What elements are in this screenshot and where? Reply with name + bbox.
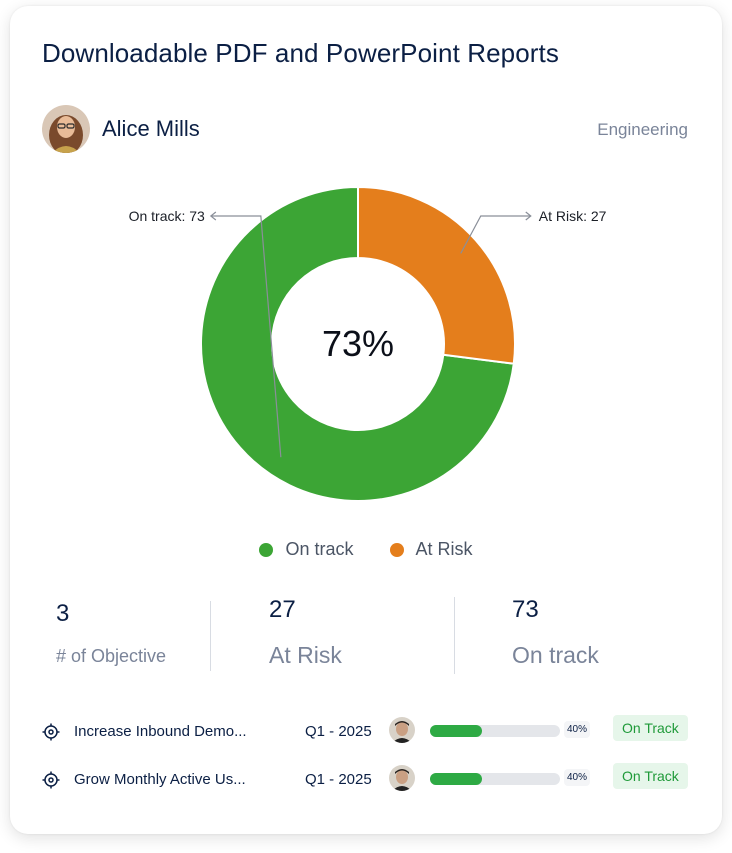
legend-item-on-track[interactable]: On track (259, 539, 354, 560)
stat-on-track: 73 On track (512, 596, 599, 669)
progress-bar (430, 725, 560, 737)
owner-avatar[interactable] (389, 717, 415, 743)
objective-quarter: Q1 - 2025 (305, 771, 372, 788)
owner-avatar[interactable] (389, 765, 415, 791)
donut-chart: 73% On track: 73 At Risk: 27 (129, 185, 607, 502)
target-icon (42, 771, 60, 789)
progress-fill (430, 773, 482, 785)
slice-at-risk[interactable] (357, 185, 516, 365)
center-percentage: 73% (322, 323, 394, 364)
progress-bar (430, 773, 560, 785)
legend-item-at-risk[interactable]: At Risk (389, 539, 473, 560)
callout-label: At Risk: 27 (539, 208, 607, 224)
avatar[interactable] (42, 105, 90, 153)
legend-label: On track (285, 539, 354, 559)
legend-label: At Risk (415, 539, 473, 559)
callout-at-risk: At Risk: 27 (460, 208, 607, 254)
stat-label: # of Objective (56, 646, 167, 666)
chart-legend: On track At Risk (10, 539, 722, 560)
progress-percent: 40% (564, 721, 591, 738)
callout-label: On track: 73 (129, 208, 205, 224)
user-name: Alice Mills (102, 116, 200, 141)
objective-name[interactable]: Increase Inbound Demo... (74, 723, 247, 740)
card-title: Downloadable PDF and PowerPoint Reports (42, 38, 559, 68)
slice-on-track[interactable] (200, 185, 515, 502)
stat-label: On track (512, 642, 599, 668)
stat-value: 3 (56, 600, 70, 627)
objective-name[interactable]: Grow Monthly Active Us... (74, 771, 246, 788)
progress-fill (430, 725, 482, 737)
target-icon (42, 723, 60, 741)
legend-swatch-on-track (259, 542, 274, 557)
objective-quarter: Q1 - 2025 (305, 723, 372, 740)
stat-objectives: 3 # of Objective (56, 600, 166, 667)
progress-percent: 40% (564, 769, 591, 786)
stat-divider (454, 597, 455, 674)
stat-label: At Risk (269, 642, 342, 668)
department-label: Engineering (597, 120, 688, 139)
stat-divider (210, 601, 211, 671)
status-badge: On Track (613, 763, 688, 789)
status-badge: On Track (613, 715, 688, 741)
objective-row[interactable]: Grow Monthly Active Us... Q1 - 2025 40% … (10, 763, 722, 795)
stat-at-risk: 27 At Risk (269, 596, 342, 669)
callout-on-track: On track: 73 (129, 208, 282, 458)
legend-swatch-at-risk (389, 542, 404, 557)
report-card: Downloadable PDF and PowerPoint Reports … (10, 6, 722, 834)
stat-value: 73 (512, 596, 539, 623)
objective-row[interactable]: Increase Inbound Demo... Q1 - 2025 40% O… (10, 715, 722, 747)
stat-value: 27 (269, 596, 296, 623)
